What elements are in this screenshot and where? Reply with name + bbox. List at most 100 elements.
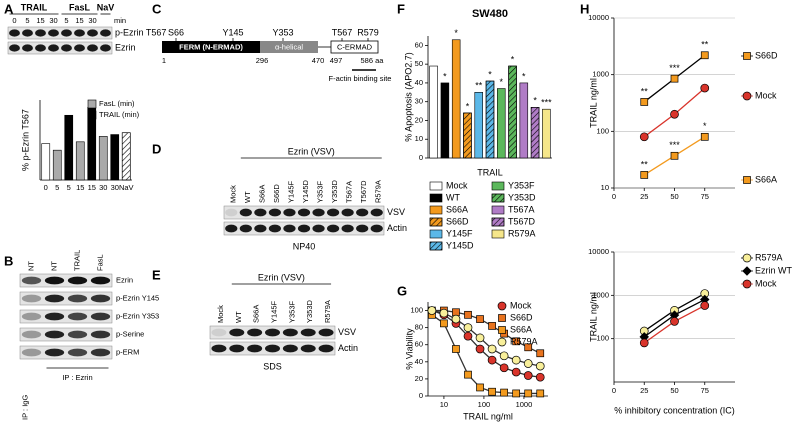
blot-band: [341, 224, 354, 233]
domain-helical: [260, 41, 318, 53]
y-axis-label: % Apoptosis (APO2.7): [403, 52, 413, 142]
site-label: R579: [357, 27, 379, 37]
legend-label: Mock: [755, 278, 777, 288]
treatment: TRAIL: [21, 2, 48, 12]
x-tick-label: 50: [670, 386, 678, 395]
bar: [440, 82, 450, 159]
blot-band: [318, 344, 334, 353]
y-tick-label: 30: [415, 97, 423, 106]
blot-band: [297, 224, 311, 233]
blot-band: [229, 344, 245, 353]
marker: [475, 344, 485, 354]
site-label: Y353: [272, 27, 293, 37]
x-tick-label: 30: [99, 183, 107, 192]
marker: [742, 253, 752, 263]
blot-band: [67, 312, 88, 321]
blot-band: [21, 276, 42, 285]
marker: [639, 132, 649, 142]
marker: [463, 331, 473, 341]
blot-band: [268, 224, 282, 233]
y-tick-label: 1000: [592, 290, 609, 299]
lane-label: S66A: [257, 185, 266, 203]
blot-band: [74, 29, 85, 37]
group-header: Ezrin (VSV): [258, 272, 305, 282]
lane-label: Mock: [228, 185, 237, 203]
blot-band: [22, 29, 33, 37]
y-tick-label: 40: [415, 78, 423, 87]
bar: [41, 143, 51, 181]
blot-band: [61, 29, 72, 37]
legend-label: Y145D: [446, 240, 474, 250]
blot-band: [21, 348, 42, 357]
marker: [427, 306, 437, 315]
blot-band: [44, 294, 65, 303]
marker: [743, 52, 751, 60]
marker: [535, 372, 545, 382]
y-tick-label: 20: [415, 374, 423, 383]
blot-band: [67, 330, 88, 339]
y-tick-label: 0: [419, 391, 423, 400]
blot-band: [35, 44, 46, 52]
group-header: Ezrin (VSV): [288, 146, 335, 156]
legend-swatch: [491, 205, 505, 215]
marker: [499, 351, 509, 361]
legend-label: S66D: [510, 312, 533, 322]
bar: [451, 39, 461, 159]
domain-label: FERM (N-ERMAD): [179, 42, 243, 51]
lane-label: Mock: [216, 305, 225, 323]
site-label: T567: [332, 27, 353, 37]
significance: **: [641, 159, 649, 169]
significance: *: [500, 77, 504, 87]
panel-letter: D: [152, 141, 161, 156]
lane-label: TRAIL: [72, 250, 81, 271]
y-tick-label: 50: [415, 59, 423, 68]
blot-band: [282, 328, 298, 337]
lane-label: 5: [25, 16, 29, 25]
blot-band: [211, 344, 227, 353]
position-label: 497: [330, 56, 343, 65]
x-tick-label: 50: [670, 192, 678, 201]
x-tick-label: 25: [640, 192, 648, 201]
lane-label: NT: [26, 261, 35, 271]
blot-label: p-Ezrin Y145: [116, 293, 159, 302]
blot-label: p-ERM: [116, 347, 139, 356]
blot-band: [211, 328, 227, 337]
domain-cermad: [330, 40, 379, 54]
legend-label: S66A: [755, 174, 777, 184]
series-line: [431, 309, 541, 378]
blot-band: [265, 328, 280, 337]
marker: [463, 323, 473, 332]
x-tick-label: 5: [55, 183, 59, 192]
x-tick-label: 30: [111, 183, 119, 192]
marker: [498, 326, 506, 334]
marker: [639, 338, 649, 348]
x-tick-label: 0: [612, 192, 616, 201]
legend-label: S66D: [755, 50, 778, 60]
y-tick-label: 10000: [588, 13, 609, 22]
lane-label: 0: [12, 16, 16, 25]
marker: [700, 132, 709, 141]
site-label: Y145: [222, 27, 243, 37]
y-tick-label: 60: [415, 40, 423, 49]
bar: [75, 141, 85, 181]
blot-band: [326, 224, 340, 233]
blot-strip: [19, 327, 113, 342]
panel-letter: B: [4, 253, 13, 268]
marker: [497, 337, 507, 347]
panel-letter: G: [397, 283, 407, 298]
marker: [700, 51, 709, 60]
blot-label: Ezrin: [115, 42, 136, 52]
blot-band: [90, 348, 111, 357]
blot-band: [283, 208, 296, 217]
legend-label: Y353F: [508, 180, 535, 190]
blot-label: VSV: [387, 207, 405, 217]
y-tick-label: 100: [596, 126, 609, 135]
legend-label: S66D: [446, 216, 469, 226]
blot-label: Actin: [338, 343, 358, 353]
lane-label: FasL: [95, 254, 104, 271]
blot-band: [44, 276, 65, 285]
legend-label: S66A: [446, 204, 468, 214]
hatch-overlay: [463, 112, 472, 159]
y-tick-label: 100: [410, 306, 423, 315]
marker: [524, 389, 533, 398]
